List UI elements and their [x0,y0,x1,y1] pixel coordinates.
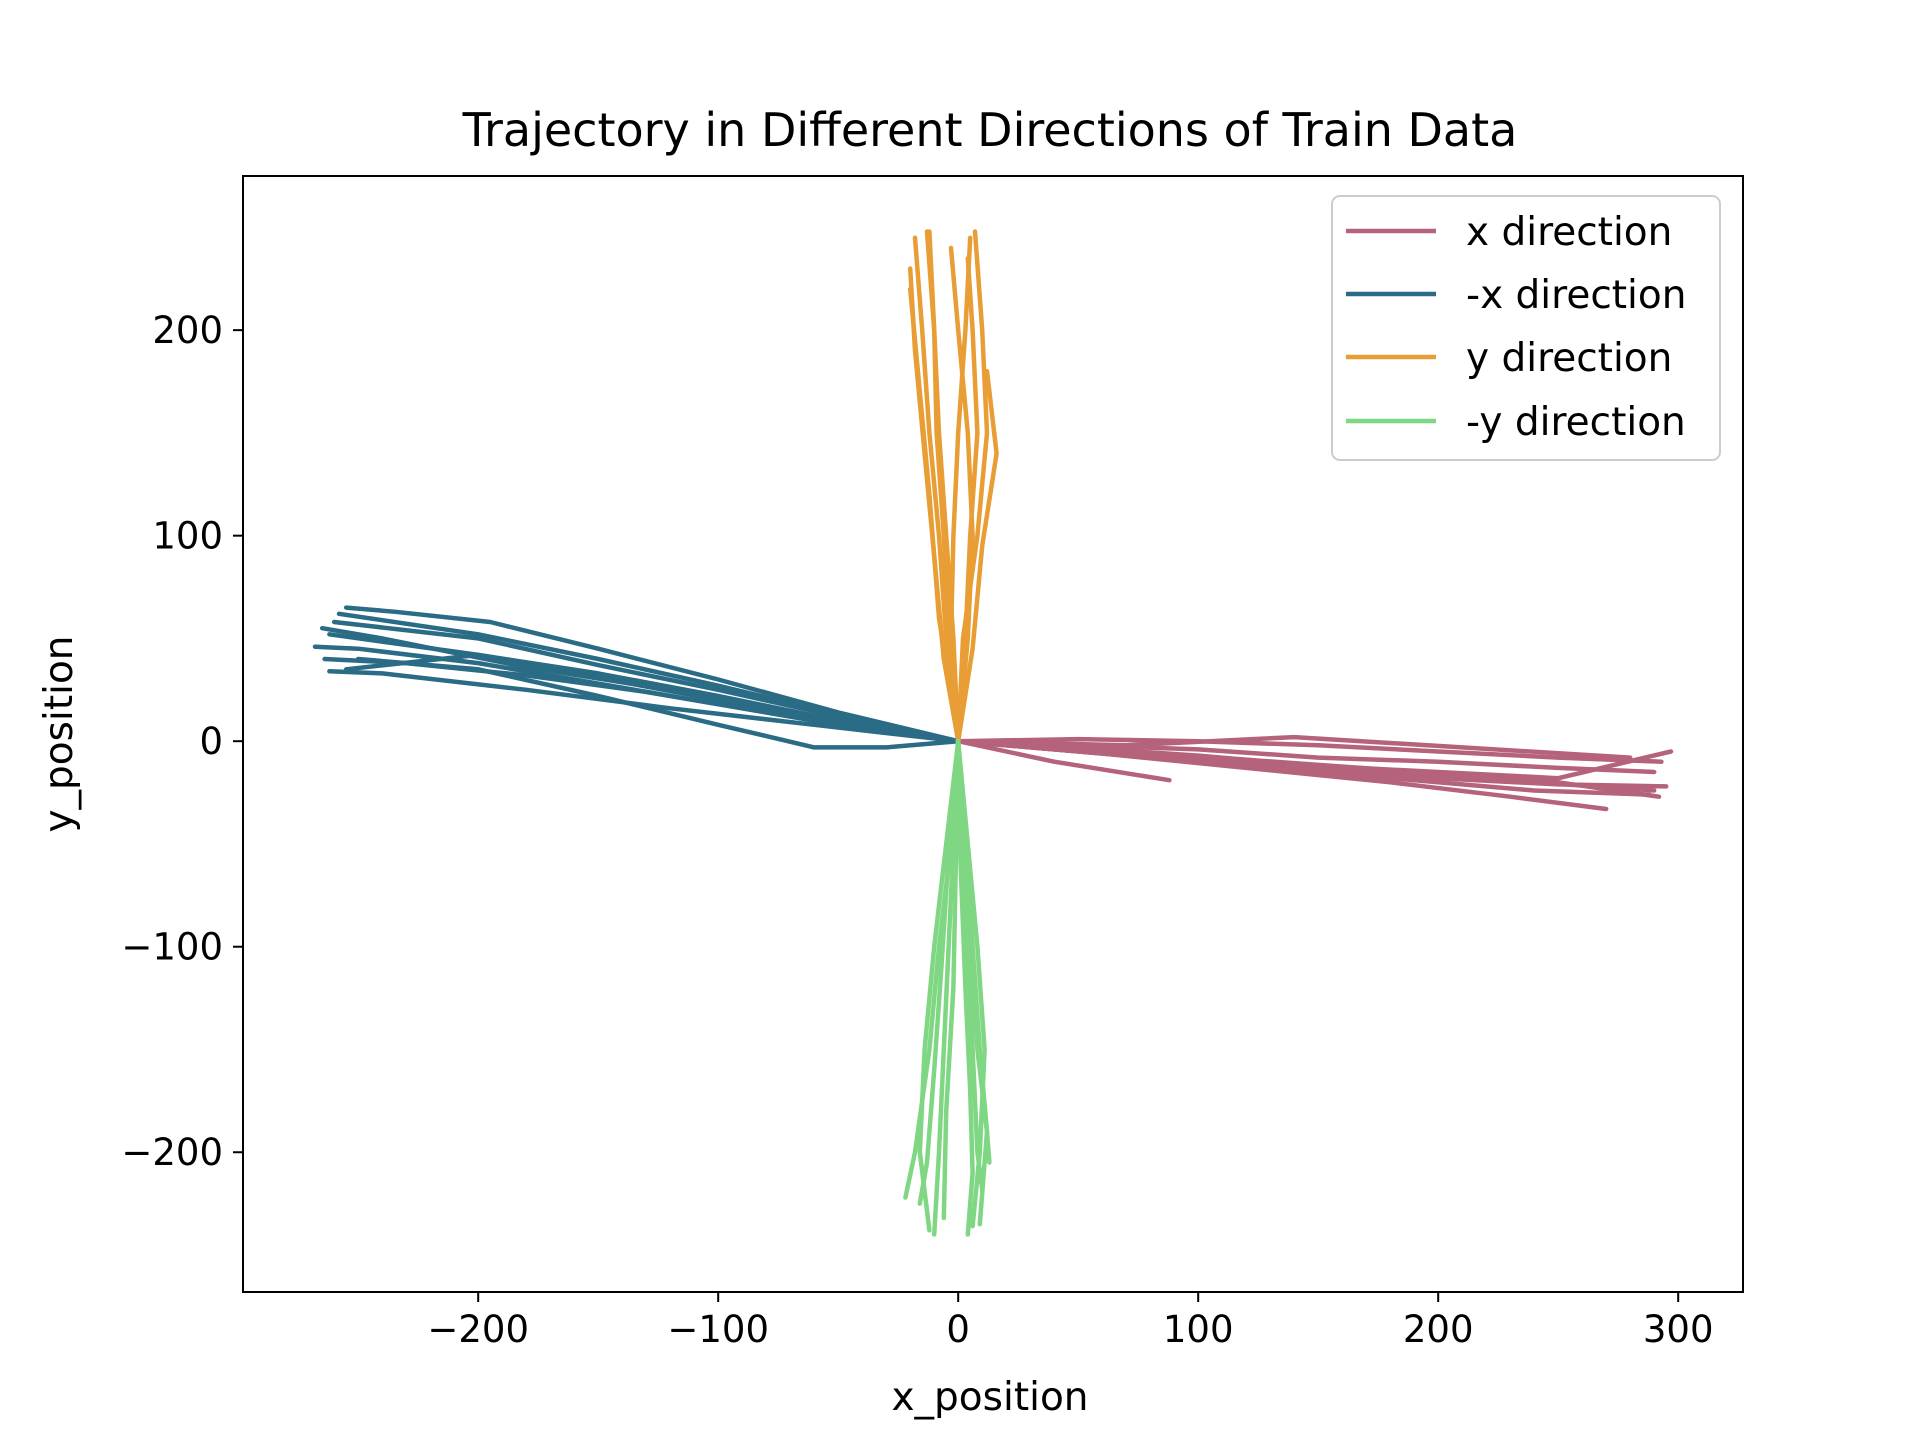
trajectory-neg-x-direction-7 [319,625,961,744]
legend: x direction -x direction y direction -y … [1331,195,1721,461]
x-tick-label: 100 [1163,1308,1234,1351]
y-tick-label: −100 [121,926,223,969]
trajectory-x-direction-5 [955,736,1664,764]
y-tick-label: 200 [152,309,223,352]
legend-label-neg-x-direction: -x direction [1466,273,1686,318]
x-axis: −200 −100 0 100 200 300 [427,1292,1714,1351]
legend-label-neg-y-direction: -y direction [1466,400,1686,445]
trajectory-neg-y-direction-9 [941,738,961,1221]
trajectory-y-direction-9 [948,245,975,744]
trajectory-neg-x-direction-9 [336,611,961,744]
trajectory-x-direction-7 [955,738,1172,783]
x-tick-label: 300 [1643,1308,1714,1351]
trajectory-y-direction-8 [907,286,961,744]
y-axis-label: y_position [37,635,82,832]
trajectory-x-direction-9 [955,734,1633,760]
trajectory-y-direction-10 [927,229,961,744]
x-axis-label: x_position [891,1375,1088,1420]
legend-label-x-direction: x direction [1466,210,1672,255]
plot-frame [242,175,1744,1293]
y-tick-label: 0 [199,720,223,763]
trajectory-x-direction-10 [955,738,1657,793]
trajectory-y-direction-6 [955,368,999,744]
x-tick-label: 200 [1403,1308,1474,1351]
trajectory-traces [312,229,1674,1237]
trajectory-neg-y-direction-10 [955,738,985,1192]
legend-box [1331,195,1721,461]
x-tick-label: −100 [667,1308,769,1351]
trajectory-neg-x-direction-10 [327,669,961,744]
trajectory-neg-y-direction-5 [917,738,961,1233]
y-tick-label: −200 [121,1131,223,1174]
trajectory-x-direction-6 [955,738,1609,812]
x-tick-label: −200 [427,1308,529,1351]
legend-label-y-direction: y direction [1466,336,1672,381]
trajectory-y-direction-4 [955,229,990,744]
trajectory-neg-y-direction-3 [931,738,961,1237]
trajectory-neg-y-direction-6 [955,738,975,1237]
y-axis: −200 −100 0 100 200 [121,309,243,1174]
y-tick-label: 100 [152,515,223,558]
x-tick-label: 0 [946,1308,970,1351]
trajectory-neg-y-direction-7 [917,738,961,1206]
chart-title: Trajectory in Different Directions of Tr… [462,103,1518,157]
